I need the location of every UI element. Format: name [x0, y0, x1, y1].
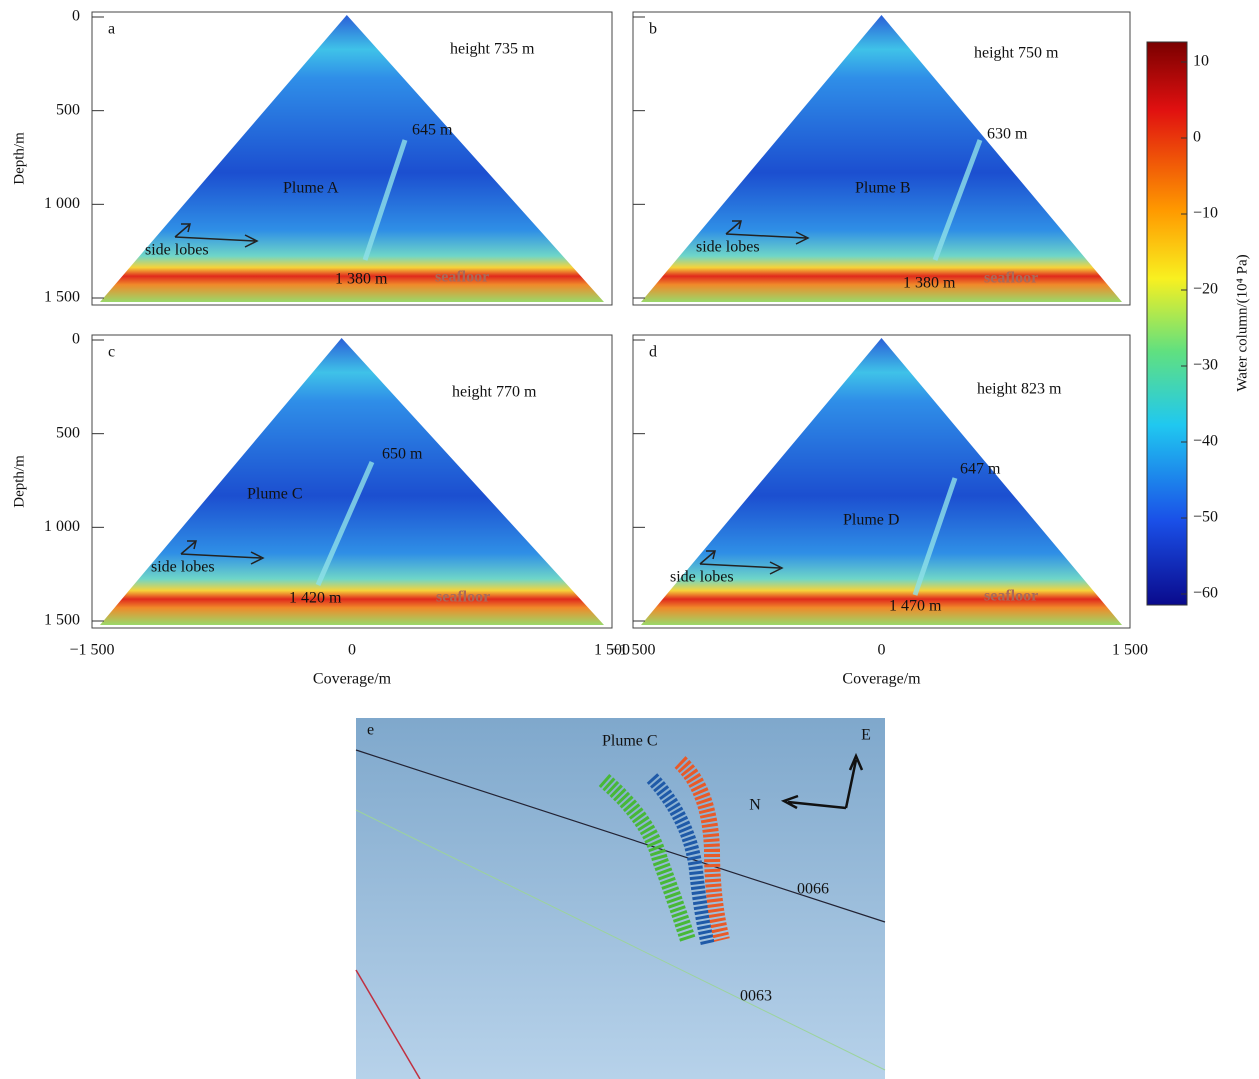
y-tick-label: 1 500 — [44, 612, 80, 629]
y-tick-label: 500 — [56, 424, 80, 441]
y-tick-label: 0 — [72, 8, 80, 25]
x-tick-label: −1 500 — [610, 642, 655, 659]
plume-label: Plume C — [602, 733, 658, 750]
y-tick-label: 0 — [72, 331, 80, 348]
plume-label: Plume D — [843, 512, 899, 529]
plume-label: Plume C — [247, 486, 303, 503]
plume-top-label: 630 m — [987, 126, 1028, 143]
y-tick-label: 1 000 — [44, 195, 80, 212]
y-axis-title: Depth/m — [11, 132, 27, 185]
line-label: 0066 — [797, 881, 829, 898]
north-label: N — [749, 797, 761, 814]
side-lobes-label: side lobes — [696, 239, 760, 256]
seafloor-depth-label: 1 380 m — [335, 271, 388, 288]
colorbar-scale — [1147, 42, 1187, 605]
plume-label: Plume B — [855, 180, 911, 197]
height-label: height 750 m — [974, 45, 1059, 62]
plume-top-label: 645 m — [412, 122, 453, 139]
x-axis-title: Coverage/m — [842, 671, 921, 688]
seafloor-view — [356, 718, 885, 1079]
y-tick-label: 500 — [56, 101, 80, 118]
x-tick-label: 1 500 — [1112, 642, 1148, 659]
x-tick-label: 0 — [878, 642, 886, 659]
x-axis-title: Coverage/m — [313, 671, 392, 688]
side-lobes-label: side lobes — [151, 559, 215, 576]
colorbar-tick-label: −60 — [1193, 585, 1218, 602]
line-label: 0063 — [740, 988, 772, 1005]
panel-letter: d — [649, 344, 657, 361]
plume-label: Plume A — [283, 180, 339, 197]
height-label: height 735 m — [450, 41, 535, 58]
seafloor-label: seafloor — [984, 588, 1038, 605]
colorbar-tick-label: 0 — [1193, 129, 1201, 146]
colorbar-tick-label: 10 — [1193, 53, 1209, 70]
plume-top-label: 650 m — [382, 446, 423, 463]
y-tick-label: 1 000 — [44, 518, 80, 535]
x-tick-label: −1 500 — [69, 642, 114, 659]
y-axis-title: Depth/m — [11, 455, 27, 508]
seafloor-depth-label: 1 470 m — [889, 598, 942, 615]
seafloor-label: seafloor — [436, 589, 490, 606]
height-label: height 823 m — [977, 381, 1062, 398]
side-lobes-label: side lobes — [670, 569, 734, 586]
colorbar-tick-label: −40 — [1193, 433, 1218, 450]
seafloor-depth-label: 1 380 m — [903, 275, 956, 292]
colorbar: Water column/(10⁴ Pa) 10 0 −10 −20 −30 −40 −50… — [1147, 42, 1250, 605]
seafloor-label: seafloor — [435, 269, 489, 286]
seafloor-depth-label: 1 420 m — [289, 590, 342, 607]
y-tick-label: 1 500 — [44, 289, 80, 306]
colorbar-tick-label: −10 — [1193, 205, 1218, 222]
panel-letter: e — [367, 722, 374, 739]
panel-letter: a — [108, 21, 115, 38]
plume-top-label: 647 m — [960, 461, 1001, 478]
seafloor-label: seafloor — [984, 270, 1038, 287]
x-tick-label: 0 — [348, 642, 356, 659]
colorbar-tick-label: −30 — [1193, 357, 1218, 374]
panel-e: e Plume C E N 0066 0063 — [356, 718, 885, 1079]
panel-letter: c — [108, 344, 115, 361]
panel-letter: b — [649, 21, 657, 38]
colorbar-tick-label: −20 — [1193, 281, 1218, 298]
colorbar-title: Water column/(10⁴ Pa) — [1234, 254, 1250, 391]
sonar-panels: a height 735 m 645 m Plume A side lobes 1 380… — [11, 8, 1148, 688]
height-label: height 770 m — [452, 384, 537, 401]
east-label: E — [861, 727, 871, 744]
side-lobes-label: side lobes — [145, 242, 209, 259]
colorbar-tick-label: −50 — [1193, 509, 1218, 526]
figure: a height 735 m 645 m Plume A side lobes 1 380… — [0, 0, 1259, 1079]
